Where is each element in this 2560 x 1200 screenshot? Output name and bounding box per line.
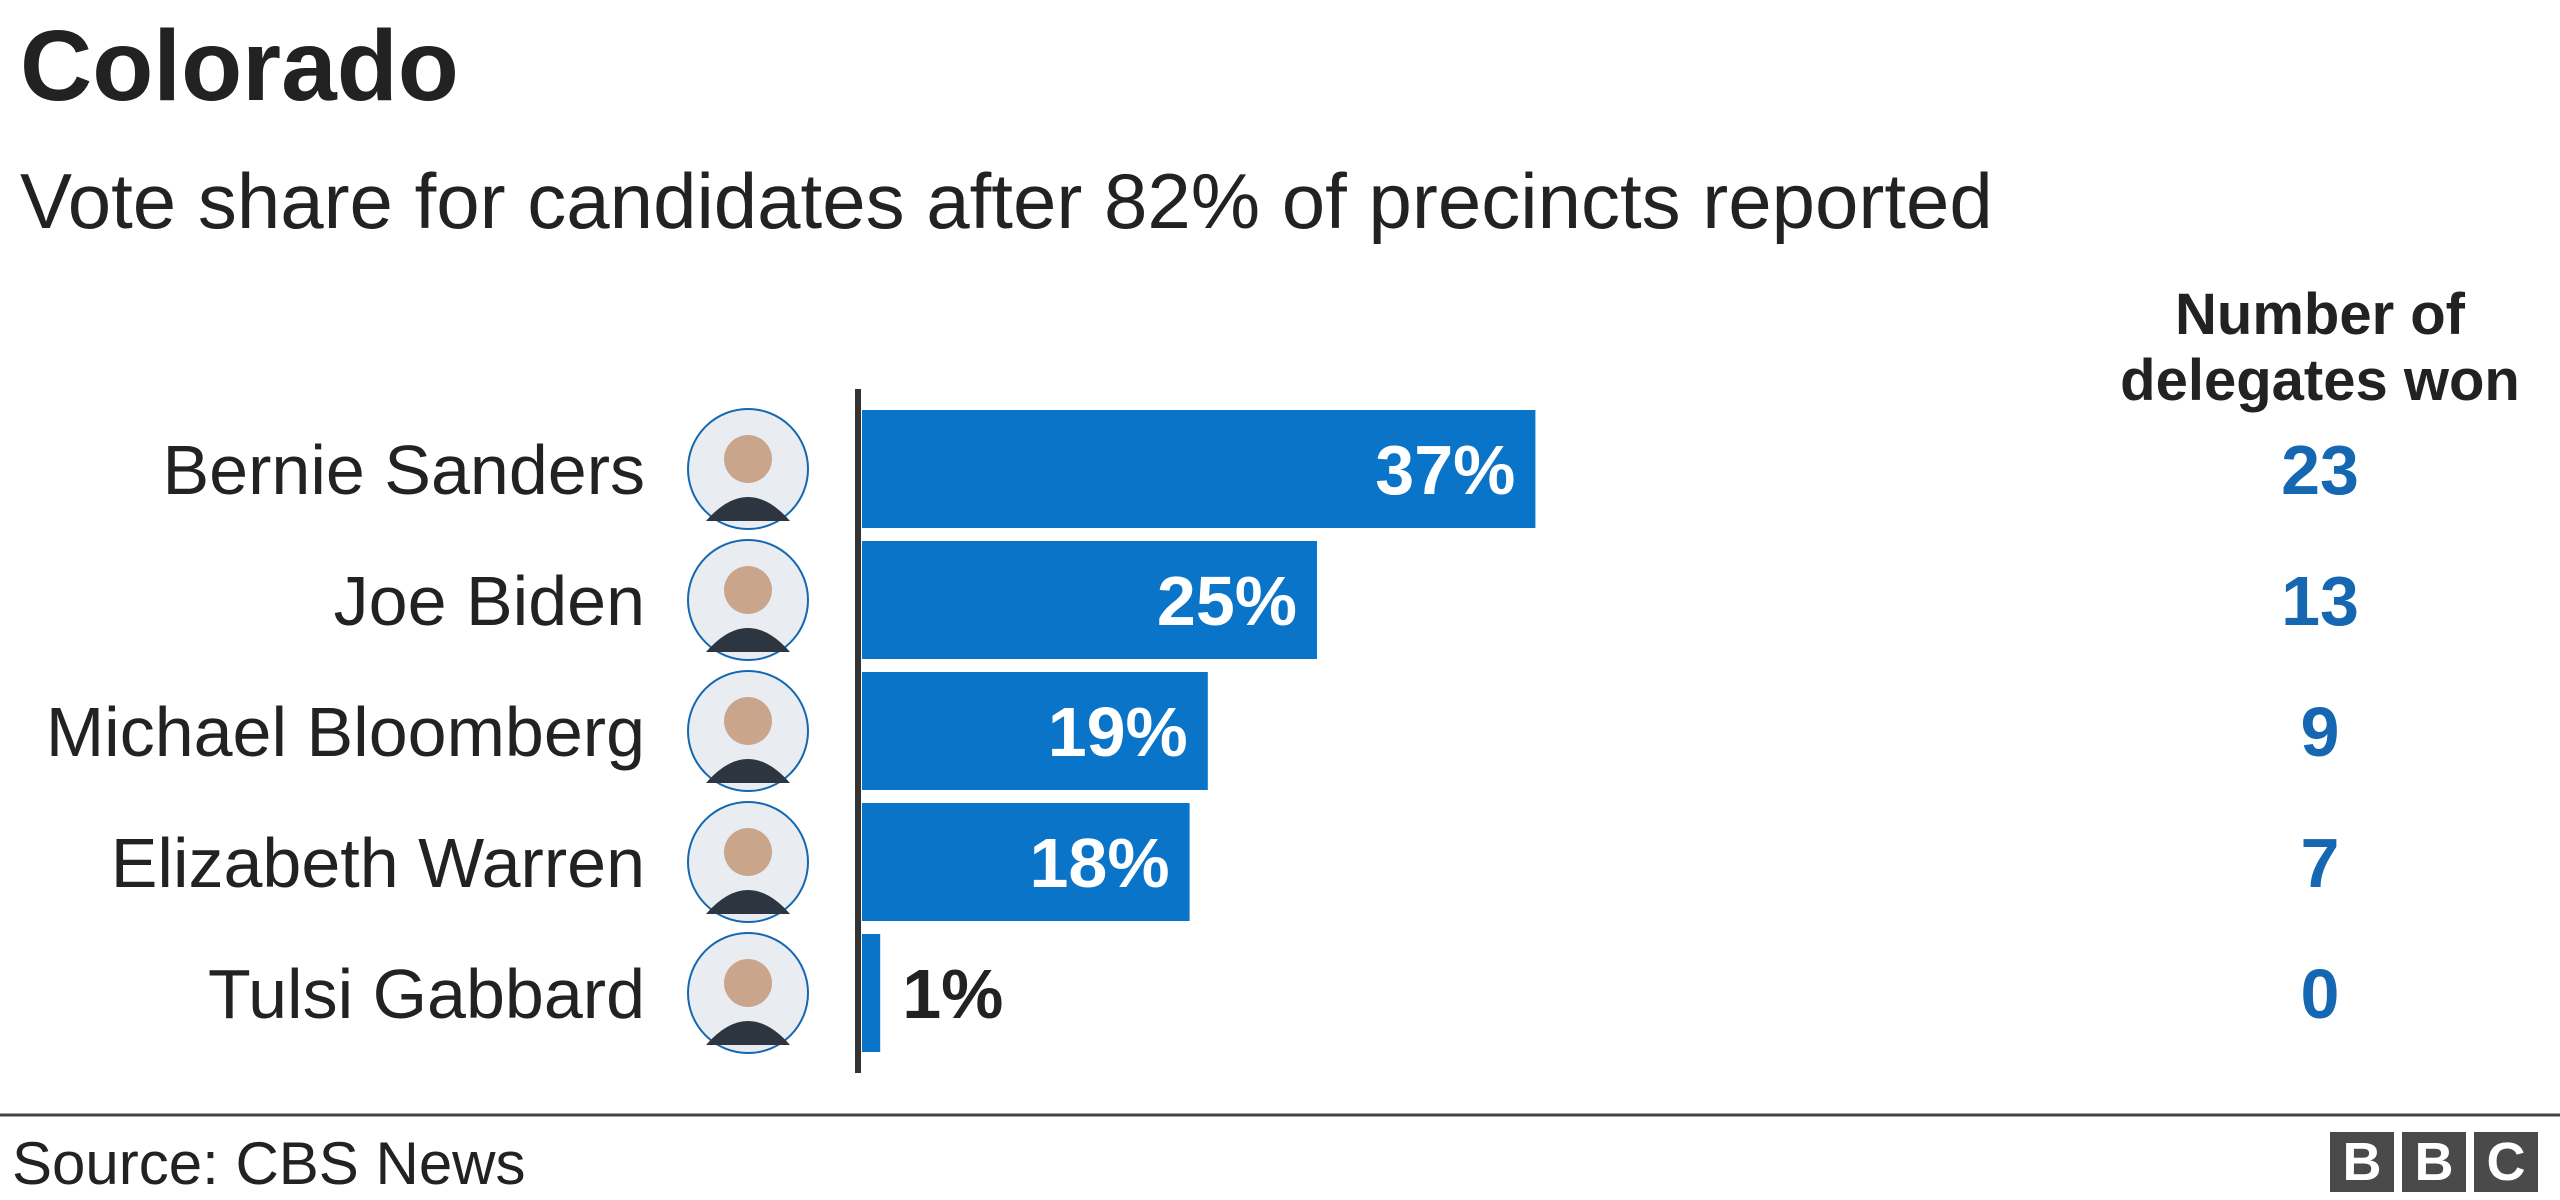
candidate-photo: [687, 670, 809, 792]
photo-body: [706, 497, 790, 521]
category-label: Michael Bloomberg: [46, 693, 645, 771]
source: Source: CBS News: [12, 1130, 526, 1197]
logo-letter: B: [2343, 1132, 2382, 1192]
value-label: 1%: [902, 955, 1003, 1033]
logo-box: [2474, 1132, 2538, 1192]
category-label: Tulsi Gabbard: [208, 955, 645, 1033]
logo-letter: C: [2487, 1132, 2526, 1192]
photo-body: [706, 1021, 790, 1045]
chart-title: Colorado: [20, 10, 459, 122]
photo-head: [724, 828, 772, 876]
value-label: 18%: [1029, 824, 1169, 902]
bar: [862, 934, 881, 1052]
photo-body: [706, 759, 790, 783]
value-label: 19%: [1048, 693, 1188, 771]
delegates-count: 23: [2281, 431, 2359, 509]
candidate-photo: [687, 932, 809, 1054]
bar: [862, 803, 1190, 921]
candidate-photo: [687, 408, 809, 530]
bar: [862, 541, 1317, 659]
category-label: Bernie Sanders: [162, 431, 645, 509]
photo-head: [724, 435, 772, 483]
delegates-header: Number of delegates won: [2120, 282, 2520, 413]
chart-subtitle: Vote share for candidates after 82% of p…: [20, 157, 1993, 245]
photo-head: [724, 697, 772, 745]
photo-body: [706, 890, 790, 914]
category-label: Joe Biden: [334, 562, 645, 640]
logo-box: [2330, 1132, 2394, 1192]
photo-head: [724, 959, 772, 1007]
delegates-count: 13: [2281, 562, 2359, 640]
delegates-count: 9: [2301, 693, 2340, 771]
candidate-photo: [687, 801, 809, 923]
bar: [862, 672, 1208, 790]
photo-head: [724, 566, 772, 614]
value-label: 37%: [1375, 431, 1515, 509]
bar: [862, 410, 1536, 528]
logo-letter: B: [2415, 1132, 2454, 1192]
delegates-count: 0: [2301, 955, 2340, 1033]
logo-box: [2402, 1132, 2466, 1192]
candidate-photo: [687, 539, 809, 661]
delegates-count: 7: [2301, 824, 2340, 902]
category-label: Elizabeth Warren: [111, 824, 645, 902]
value-label: 25%: [1157, 562, 1297, 640]
photo-body: [706, 628, 790, 652]
